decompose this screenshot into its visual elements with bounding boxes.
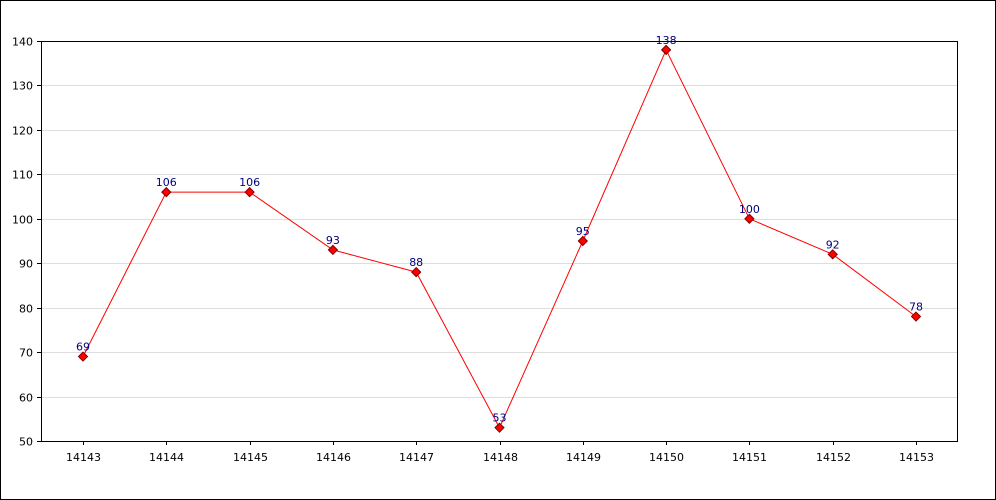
- y-tick-label: 90: [19, 258, 33, 271]
- data-label: 69: [76, 341, 90, 354]
- x-tick-label: 14152: [816, 451, 851, 464]
- data-label: 100: [739, 203, 760, 216]
- markers: [77, 44, 922, 433]
- series-line: [82, 48, 917, 429]
- data-label: 138: [656, 34, 677, 47]
- data-point-marker: [660, 44, 672, 56]
- y-tick-label: 100: [12, 214, 33, 227]
- grid-lines: [41, 85, 957, 398]
- x-tick-label: 14145: [233, 451, 268, 464]
- data-label: 92: [826, 238, 840, 251]
- data-point-marker: [910, 311, 922, 322]
- series: [82, 48, 917, 429]
- y-tick-label: 140: [12, 36, 33, 49]
- data-point-marker: [744, 213, 755, 224]
- plot-area: [41, 41, 958, 442]
- x-tick-label: 14146: [316, 451, 351, 464]
- data-label: 88: [409, 256, 423, 269]
- x-tick-label: 14144: [149, 451, 184, 464]
- x-tick-label: 14151: [732, 451, 767, 464]
- data-point-marker: [827, 249, 838, 260]
- x-tick-label: 14149: [566, 451, 601, 464]
- data-label: 106: [156, 176, 177, 189]
- x-tick-label: 14148: [483, 451, 518, 464]
- data-point-marker: [494, 422, 505, 433]
- data-labels: 69 106 106 93 88 53 95 138 100 92 78: [76, 34, 923, 425]
- y-tick-label: 120: [12, 125, 33, 138]
- y-tick-label: 110: [12, 169, 33, 182]
- data-label: 78: [909, 301, 923, 314]
- data-point-marker: [244, 186, 255, 198]
- data-label: 53: [493, 412, 507, 425]
- data-point-marker: [77, 351, 89, 362]
- x-tick-label: 14143: [66, 451, 101, 464]
- data-point-marker: [161, 186, 172, 198]
- x-axis: 14143 14144 14145 14146 14147 14148 14149 14150…: [66, 441, 934, 464]
- data-point-marker: [410, 266, 422, 278]
- x-tick-label: 14153: [899, 451, 934, 464]
- data-label: 93: [326, 234, 340, 247]
- data-label: 106: [239, 176, 260, 189]
- y-tick-label: 80: [19, 303, 33, 316]
- x-tick-label: 14150: [649, 451, 684, 464]
- x-tick-label: 14147: [399, 451, 434, 464]
- y-axis: 50 60 70 80 90 100 110 120 130 140: [12, 36, 41, 449]
- data-point-marker: [327, 244, 339, 256]
- data-point-marker: [577, 235, 589, 247]
- y-tick-label: 70: [19, 347, 33, 360]
- y-tick-label: 60: [19, 392, 33, 405]
- y-tick-label: 50: [19, 436, 33, 449]
- y-tick-label: 130: [12, 80, 33, 93]
- data-label: 95: [576, 225, 590, 238]
